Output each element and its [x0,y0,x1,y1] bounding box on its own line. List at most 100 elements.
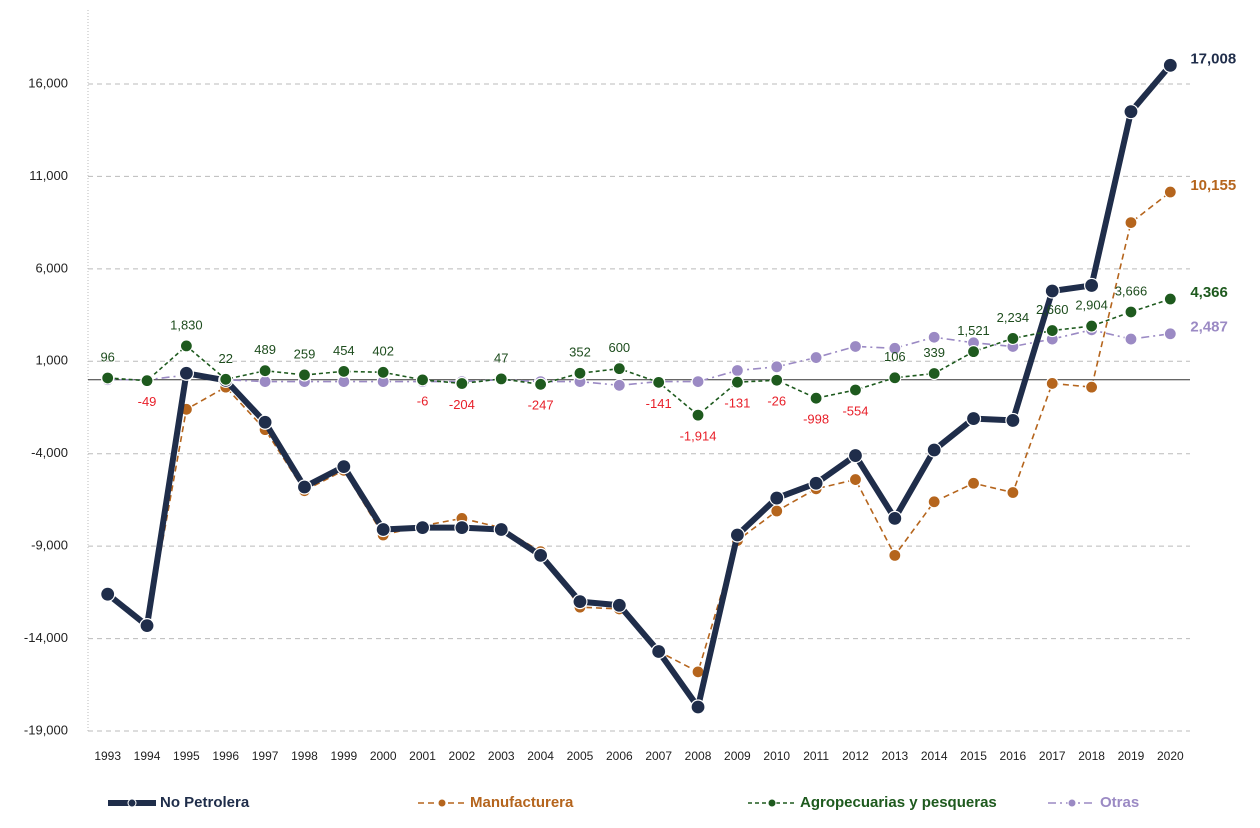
x-tick-label: 2015 [960,749,987,763]
data-point [1005,412,1021,429]
data-point [966,345,981,359]
x-tick-label: 1998 [291,749,318,763]
x-tick-label: 1995 [173,749,200,763]
data-point [1123,104,1139,120]
data-label: 2,904 [1075,297,1108,312]
data-point [1006,331,1020,346]
data-point [1084,277,1100,294]
data-point [376,365,390,379]
x-tick-label: 1994 [134,749,161,763]
data-point [848,472,863,487]
data-point [965,410,982,427]
data-point [1163,185,1177,199]
data-point [848,339,863,354]
data-point [611,597,627,613]
data-point [966,476,981,490]
data-point [1124,305,1138,319]
data-point [652,375,666,389]
legend-label: Otras [1100,794,1139,811]
data-point [179,339,193,353]
data-label: -131 [724,396,750,411]
data-point [573,366,587,380]
data-point [887,510,903,526]
data-point [809,350,823,365]
data-label: -49 [138,394,157,409]
data-point [770,373,784,387]
data-label: -247 [528,398,554,413]
data-label: 1,830 [170,317,203,332]
data-point [612,378,626,392]
data-point [888,371,902,385]
x-tick-label: 1999 [330,749,357,763]
data-point [336,459,352,475]
data-point [257,414,273,430]
data-point [809,391,823,405]
data-point [100,586,116,602]
data-point [337,364,351,378]
data-point [888,341,902,355]
y-tick-label: -19,000 [24,722,68,737]
legend-marker [767,798,777,808]
data-label: 454 [333,343,355,358]
data-point [414,520,431,536]
data-point [493,521,509,538]
x-tick-label: 2009 [724,749,751,763]
data-point [770,504,784,518]
data-point [375,521,391,538]
y-tick-label: -14,000 [24,630,68,645]
data-point [1045,323,1059,338]
x-tick-label: 2017 [1039,749,1066,763]
data-point [730,375,744,389]
data-point [454,520,470,536]
x-tick-label: 2007 [645,749,672,763]
x-tick-label: 2006 [606,749,633,763]
data-label: 47 [494,350,508,365]
y-tick-label: 16,000 [28,75,68,90]
x-tick-label: 1997 [252,749,279,763]
data-point [101,371,115,385]
data-point [455,376,469,391]
end-label: 2,487 [1190,319,1228,336]
data-label: 339 [923,345,945,360]
data-label: -554 [842,403,868,418]
data-point [1162,57,1178,73]
data-point [1006,485,1020,500]
x-tick-label: 2020 [1157,749,1184,763]
data-label: 1,521 [957,323,990,338]
end-label: 4,366 [1190,284,1228,301]
x-tick-label: 2003 [488,749,515,763]
x-tick-label: 2019 [1118,749,1145,763]
data-point [258,364,272,378]
data-point [258,374,272,389]
x-tick-label: 2012 [842,749,869,763]
data-point [219,372,233,386]
data-point [612,362,626,376]
y-tick-label: 11,000 [29,168,68,183]
x-tick-label: 2010 [763,749,790,763]
data-label: 600 [608,340,630,355]
data-point [572,593,588,610]
x-tick-label: 2011 [803,749,829,763]
data-label: -204 [449,397,475,412]
data-point [533,547,549,563]
y-tick-label: -4,000 [31,445,68,460]
data-label: 489 [254,342,276,357]
data-label: -141 [646,396,672,411]
legend-label: Agropecuarias y pesqueras [800,794,997,811]
data-point [927,330,941,344]
data-label: -6 [417,393,429,408]
y-tick-label: 1,000 [35,353,68,368]
data-point [847,447,864,464]
data-point [926,442,942,458]
legend-label: No Petrolera [160,794,250,811]
data-point [1045,376,1059,391]
data-label: 352 [569,345,591,360]
data-point [1163,292,1177,306]
legend-marker [1067,798,1077,808]
data-point [927,366,941,381]
x-tick-label: 1996 [212,749,239,763]
data-label: 106 [884,349,906,364]
data-point [730,363,744,378]
data-point [1085,380,1099,394]
